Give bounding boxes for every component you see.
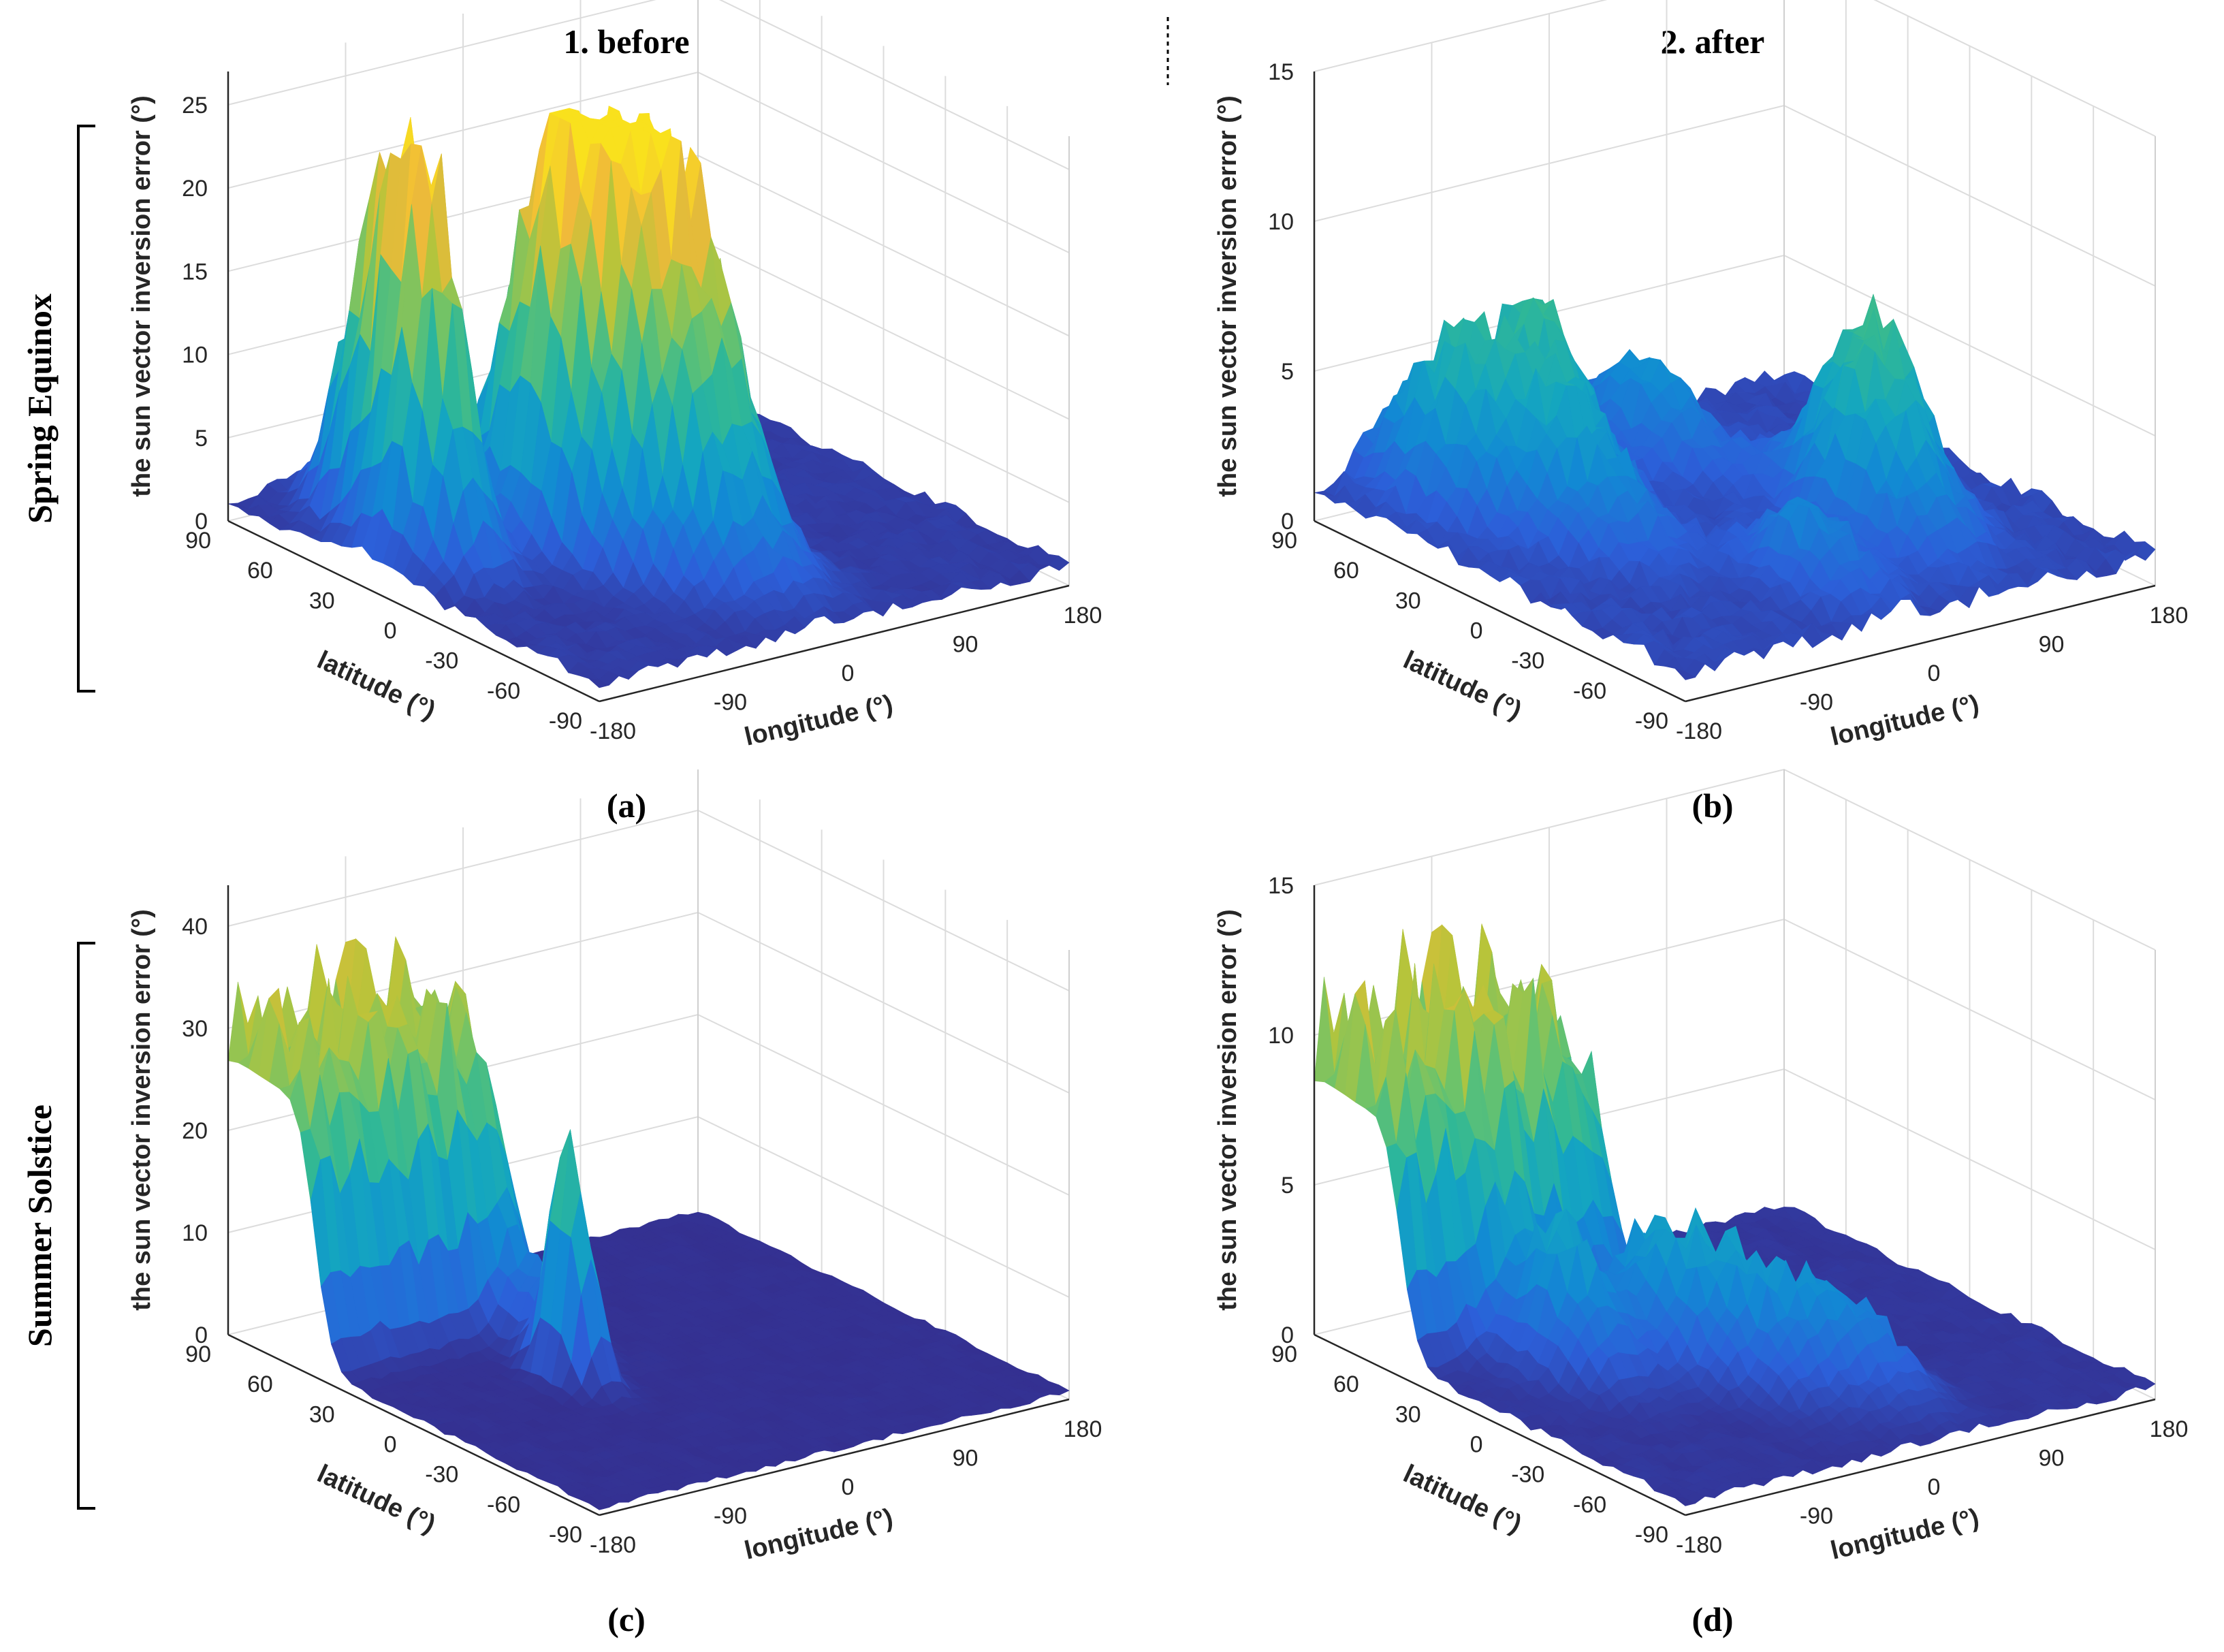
grid-line [227, 0, 1070, 170]
y-axis-label: latitude (°) [1399, 646, 1525, 725]
z-tick-label: 15 [182, 259, 208, 285]
row-label-summer: Summer Solstice [20, 1105, 59, 1347]
z-tick-label: 15 [1268, 59, 1294, 85]
column-header-after: 2. after [1661, 22, 1765, 61]
column-header-before: 1. before [563, 22, 689, 61]
z-axis-label: the sun vector inversion error (°) [127, 95, 156, 497]
x-tick-label: 90 [2039, 632, 2065, 658]
surface-plot-c: -180-900901809060300-30-60-90010203040lo… [127, 769, 1102, 1566]
y-tick-label: 60 [247, 558, 273, 584]
z-tick-label: 10 [1268, 209, 1294, 235]
surface-mesh [227, 936, 1070, 1510]
surface-mesh [227, 106, 1070, 688]
x-axis-label: longitude (°) [742, 690, 895, 752]
caption-b: (b) [1691, 787, 1733, 825]
y-tick-label: -90 [549, 708, 582, 734]
surface-plot-b: -180-900901809060300-30-60-90051015longi… [1213, 0, 2188, 752]
y-tick-label: -30 [1511, 648, 1544, 674]
x-tick-label: 180 [1064, 603, 1102, 629]
surface-mesh [1314, 293, 2156, 680]
x-axis-label: longitude (°) [1828, 690, 1982, 752]
z-tick-label: 20 [182, 176, 208, 202]
z-tick-label: 5 [1281, 359, 1294, 385]
y-tick-label: 60 [1333, 558, 1359, 584]
y-tick-label: 30 [1395, 588, 1421, 614]
z-tick-label: 10 [182, 343, 208, 368]
y-tick-label: -30 [425, 648, 458, 674]
grid-line [1314, 0, 2156, 137]
grid-line [1314, 104, 2156, 287]
y-tick-label: -60 [1573, 678, 1606, 704]
row-bracket-spring [77, 125, 95, 693]
x-tick-label: -90 [1800, 690, 1833, 716]
z-tick-label: 5 [195, 426, 208, 451]
caption-a: (a) [607, 787, 646, 825]
x-tick-label: -180 [1676, 718, 1722, 744]
z-tick-label: 0 [1281, 509, 1294, 535]
y-axis-label: latitude (°) [313, 646, 439, 725]
y-tick-label: -60 [487, 678, 520, 704]
x-tick-label: 90 [953, 632, 979, 658]
row-label-spring: Spring Equinox [20, 293, 59, 524]
caption-d: (d) [1691, 1600, 1733, 1638]
y-tick-label: -90 [1635, 708, 1668, 734]
x-tick-label: 0 [1928, 661, 1941, 686]
x-tick-label: -90 [714, 690, 747, 716]
x-tick-label: -180 [590, 718, 636, 744]
z-tick-label: 0 [195, 509, 208, 535]
y-tick-label: 0 [1470, 618, 1483, 644]
y-tick-label: 30 [309, 588, 335, 614]
x-tick-label: 180 [2150, 603, 2189, 629]
y-tick-label: 0 [384, 618, 397, 644]
row-bracket-summer [77, 942, 95, 1510]
z-axis-label: the sun vector inversion error (°) [1213, 95, 1242, 497]
caption-c: (c) [607, 1600, 646, 1638]
x-tick-label: 0 [842, 661, 855, 686]
surface-plot-a: -180-900901809060300-30-60-900510152025l… [127, 0, 1102, 752]
z-tick-label: 25 [182, 93, 208, 118]
